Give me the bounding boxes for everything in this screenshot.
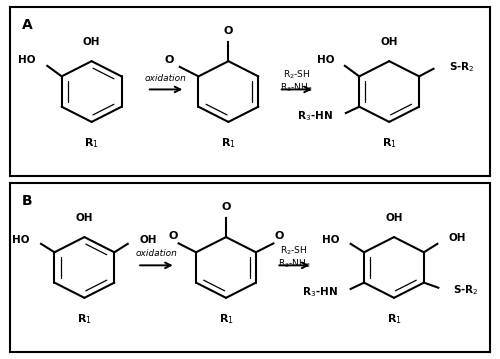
Text: B: B xyxy=(22,194,32,208)
Text: R$_3$-HN: R$_3$-HN xyxy=(302,285,338,299)
Text: O: O xyxy=(274,231,284,241)
Text: R$_2$-SH: R$_2$-SH xyxy=(283,69,310,81)
Text: A: A xyxy=(22,18,33,32)
Text: OH: OH xyxy=(380,37,398,47)
Text: HO: HO xyxy=(322,235,339,244)
Text: S-R$_2$: S-R$_2$ xyxy=(452,283,478,297)
Text: O: O xyxy=(224,26,233,36)
Text: R$_3$-NH$_2$: R$_3$-NH$_2$ xyxy=(278,258,310,270)
Text: R$_3$-HN: R$_3$-HN xyxy=(297,109,333,123)
Text: S-R$_2$: S-R$_2$ xyxy=(449,60,474,74)
Text: HO: HO xyxy=(18,55,36,65)
Text: OH: OH xyxy=(385,213,403,223)
Text: oxidation: oxidation xyxy=(145,74,187,83)
Text: oxidation: oxidation xyxy=(136,250,177,258)
Text: OH: OH xyxy=(83,37,100,47)
Text: R$_2$-SH: R$_2$-SH xyxy=(280,244,308,257)
Text: O: O xyxy=(164,55,174,65)
Text: R$_3$-NH$_2$: R$_3$-NH$_2$ xyxy=(280,82,313,94)
Text: HO: HO xyxy=(12,235,29,244)
Text: HO: HO xyxy=(317,55,334,65)
Text: O: O xyxy=(222,202,230,212)
Text: R$_1$: R$_1$ xyxy=(218,312,234,326)
Text: OH: OH xyxy=(140,235,157,244)
Text: R$_1$: R$_1$ xyxy=(221,136,236,150)
Text: O: O xyxy=(168,231,177,241)
Text: OH: OH xyxy=(76,213,93,223)
Text: OH: OH xyxy=(449,233,466,243)
Text: R$_1$: R$_1$ xyxy=(386,312,402,326)
Text: R$_1$: R$_1$ xyxy=(382,136,396,150)
Text: R$_1$: R$_1$ xyxy=(77,312,92,326)
Text: R$_1$: R$_1$ xyxy=(84,136,99,150)
